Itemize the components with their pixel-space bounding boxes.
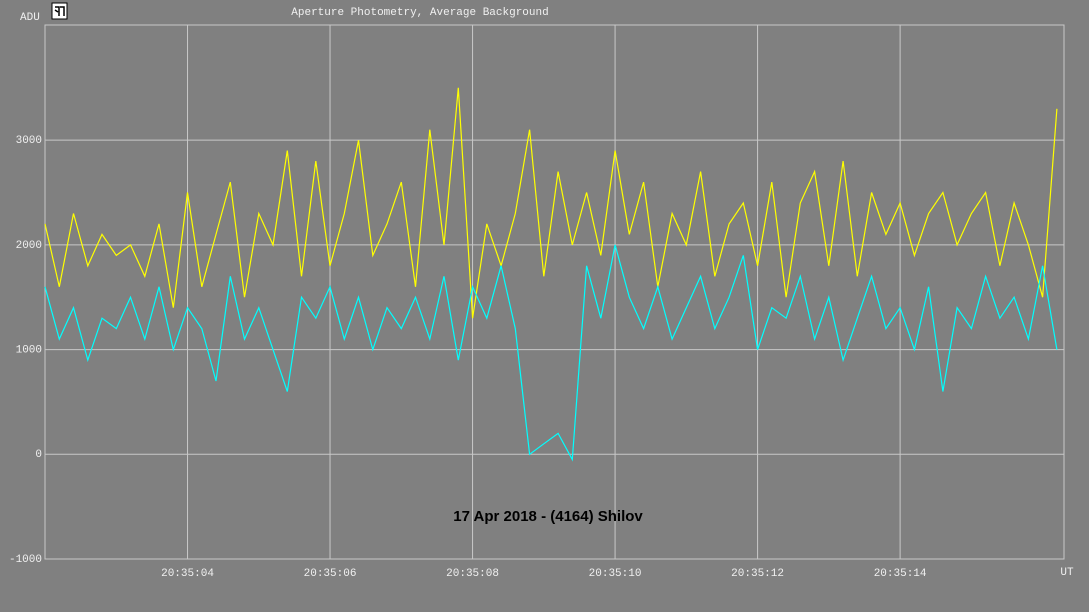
y-tick-label: 2000	[16, 240, 42, 252]
series-line	[44, 244, 1058, 462]
plot-frame	[44, 24, 1065, 560]
chart-title: Aperture Photometry, Average Background	[291, 7, 548, 19]
series-line	[44, 87, 1058, 319]
x-tick-label: 20:35:14	[874, 568, 927, 580]
annotation: 17 Apr 2018 - (4164) Shilov	[453, 508, 643, 525]
x-axis-label: UT	[1060, 567, 1074, 579]
y-axis-label: ADU	[20, 12, 40, 24]
icon	[51, 2, 68, 20]
x-tick-label: 20:35:08	[446, 568, 499, 580]
y-tick-label: -1000	[9, 554, 42, 566]
x-tick-label: 20:35:04	[161, 568, 214, 580]
y-tick-label: 1000	[16, 344, 42, 356]
x-tick-label: 20:35:12	[731, 568, 784, 580]
y-tick-label: 3000	[16, 135, 42, 147]
x-tick-label: 20:35:10	[589, 568, 642, 580]
y-tick-label: 0	[35, 449, 42, 461]
x-tick-label: 20:35:06	[304, 568, 357, 580]
